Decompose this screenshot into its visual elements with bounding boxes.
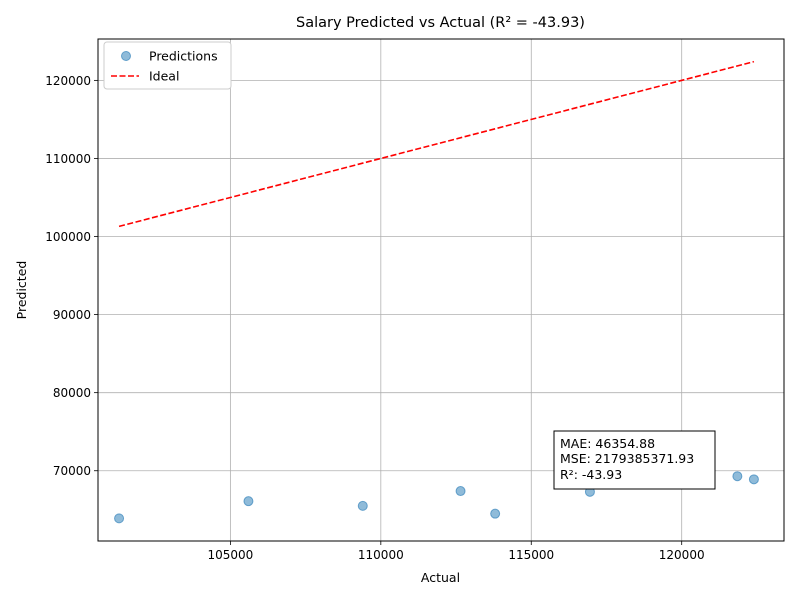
prediction-point (455, 486, 466, 497)
prediction-point (490, 508, 501, 519)
prediction-point (748, 474, 759, 485)
prediction-point (114, 513, 125, 524)
legend-predictions-marker (121, 51, 131, 61)
y-tick-label: 70000 (53, 464, 91, 478)
grid (98, 39, 784, 541)
prediction-points (114, 471, 759, 524)
x-axis-label: Actual (421, 570, 460, 585)
y-tick-label: 120000 (45, 74, 91, 88)
prediction-point (243, 496, 254, 507)
prediction-point (732, 471, 743, 482)
y-tick-label: 80000 (53, 386, 91, 400)
x-tick-label: 115000 (508, 548, 554, 562)
x-tick-label: 105000 (207, 548, 253, 562)
chart-title: Salary Predicted vs Actual (R² = -43.93) (296, 15, 585, 31)
legend-box (103, 41, 232, 90)
ideal-line-layer (118, 60, 755, 228)
y-tick-label: 110000 (45, 152, 91, 166)
metrics-mse: MSE: 2179385371.93 (560, 451, 694, 466)
y-tick-label: 90000 (53, 308, 91, 322)
legend-predictions-label: Predictions (149, 49, 218, 64)
legend: Predictions Ideal (103, 41, 232, 90)
prediction-point (357, 500, 368, 511)
metrics-mae: MAE: 46354.88 (560, 436, 655, 451)
axes-frame (97, 38, 785, 542)
y-tick-label: 100000 (45, 230, 91, 244)
metrics-annotation: MAE: 46354.88 MSE: 2179385371.93 R²: -43… (553, 430, 716, 490)
legend-ideal-label: Ideal (149, 69, 179, 84)
x-tick-label: 110000 (358, 548, 404, 562)
ideal-line (118, 60, 755, 228)
metrics-box-frame (553, 430, 716, 490)
metrics-r2: R²: -43.93 (560, 467, 622, 482)
axis-ticks: 105000 110000 115000 120000 70000 80000 90000 1… (45, 74, 704, 562)
x-tick-label: 120000 (659, 548, 705, 562)
y-axis-label: Predicted (14, 261, 29, 320)
